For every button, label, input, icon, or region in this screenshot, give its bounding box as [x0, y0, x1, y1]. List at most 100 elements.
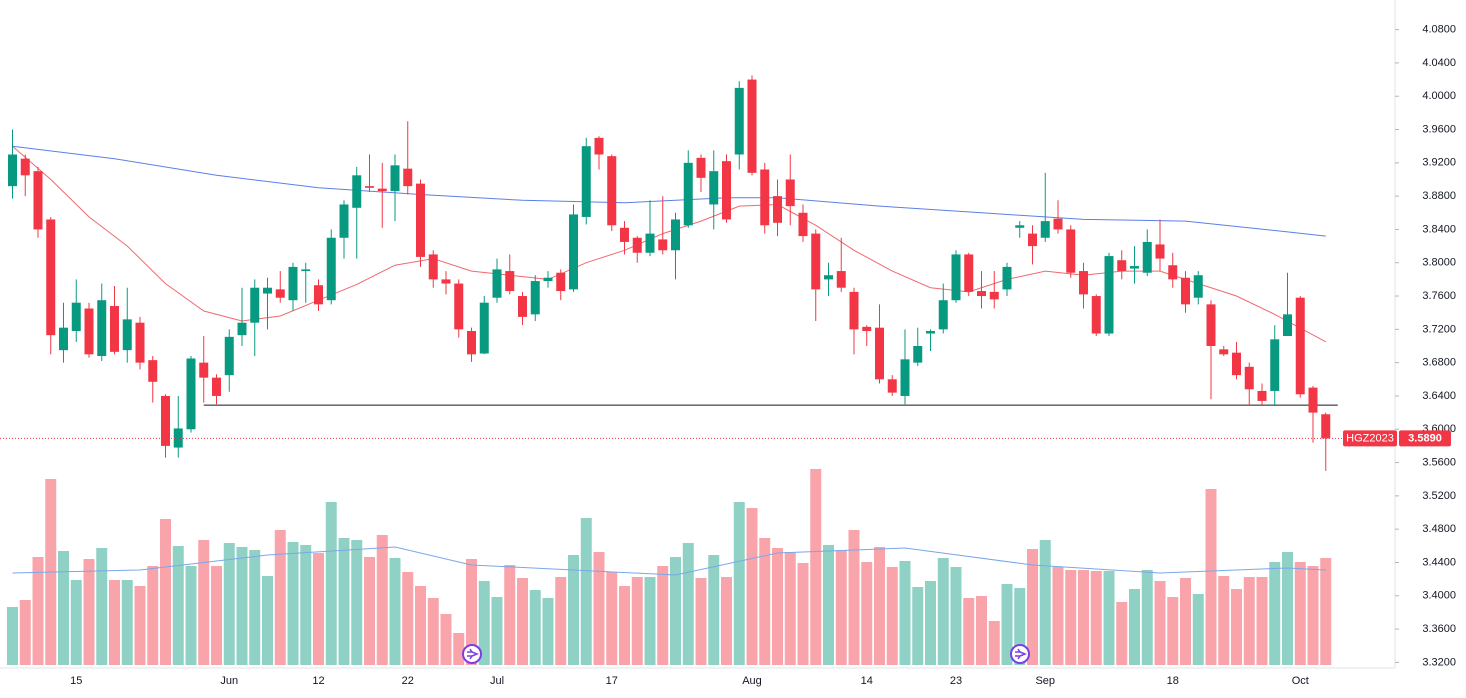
candle-body: [556, 272, 566, 292]
volume-bar: [478, 581, 490, 665]
volume-bar: [759, 538, 771, 665]
candle-body: [773, 196, 782, 223]
volume-bar: [491, 597, 503, 665]
candle-body: [645, 233, 655, 253]
volume-bar: [925, 581, 936, 665]
candle-body: [479, 302, 489, 354]
price-tag: [1399, 430, 1451, 447]
volume-bar: [937, 558, 949, 665]
candle-body: [173, 428, 183, 448]
volume-bar: [1320, 558, 1332, 665]
y-tick-label: 3.6400: [1422, 390, 1456, 402]
volume-bar: [7, 607, 18, 665]
candle-body: [403, 168, 413, 187]
candle-body: [543, 277, 553, 282]
y-tick-label: 3.8400: [1422, 223, 1456, 235]
candle-body: [1142, 241, 1152, 273]
candle-body: [250, 287, 260, 323]
volume-bar: [1052, 567, 1064, 665]
candle-body: [492, 269, 502, 298]
volume-bar: [1294, 562, 1306, 665]
y-tick-label: 3.9600: [1422, 123, 1456, 135]
volume-bar: [631, 577, 643, 665]
candle-body: [390, 165, 400, 192]
volume-bar: [466, 559, 477, 665]
volume-bar: [976, 596, 987, 665]
x-tick-label: Oct: [1292, 675, 1309, 687]
candle-body: [658, 239, 668, 251]
volume-bar: [568, 555, 579, 665]
volume-bar: [300, 545, 312, 665]
candle-body: [530, 281, 540, 315]
volume-bar: [733, 502, 745, 665]
candle-body: [301, 269, 311, 272]
x-tick-label: Sep: [1035, 675, 1055, 687]
volume-bar: [1141, 570, 1153, 665]
volume-bar: [746, 508, 758, 665]
candle-body: [747, 79, 757, 173]
candle-body: [352, 175, 362, 208]
candle-body: [722, 161, 731, 220]
volume-bar: [504, 565, 516, 665]
candle-body: [836, 271, 846, 288]
candle-body: [734, 87, 744, 155]
volume-bar: [810, 469, 822, 665]
volume-bar: [721, 577, 732, 665]
candle-body: [875, 327, 884, 380]
candle-body: [1040, 221, 1050, 238]
volume-bar: [708, 555, 720, 665]
volume-ma-line: [12, 546, 1326, 576]
volume-bar: [211, 566, 222, 665]
candle-body: [212, 377, 221, 396]
candle-body: [1002, 266, 1012, 290]
y-tick-label: 3.6800: [1422, 357, 1456, 369]
candle-body: [428, 254, 438, 280]
volume-bar: [1269, 562, 1281, 665]
x-tick-label: 22: [402, 675, 414, 687]
candle-body: [467, 331, 476, 355]
candle-body: [454, 283, 464, 330]
candle-body: [620, 227, 629, 242]
candle-body: [237, 322, 247, 336]
volume-bar: [772, 548, 783, 665]
volume-bar: [1205, 489, 1217, 665]
candle-body: [1066, 229, 1076, 273]
candle-body: [33, 171, 43, 230]
candle-body: [709, 171, 719, 205]
candle-body: [224, 336, 234, 376]
candle-body: [97, 300, 107, 356]
candle-body: [518, 296, 527, 317]
candle-body: [1257, 390, 1267, 401]
volume-bar: [835, 550, 847, 665]
candle-body: [365, 186, 374, 188]
candle-body: [1193, 275, 1203, 298]
volume-bar: [1116, 602, 1128, 665]
volume-bar: [542, 598, 554, 665]
price-tag-label: 3.5890: [1408, 432, 1442, 444]
candle-body: [1232, 352, 1241, 376]
candle-body: [811, 233, 821, 290]
y-tick-label: 3.4400: [1422, 556, 1456, 568]
candle-body: [785, 179, 795, 207]
volume-bar: [1039, 540, 1051, 665]
volume-bar: [950, 567, 962, 665]
candle-body: [581, 146, 591, 217]
volume-bar: [440, 614, 452, 665]
event-icon[interactable]: [462, 644, 482, 664]
candle-body: [326, 237, 336, 301]
volume-bar: [19, 600, 31, 665]
candle-body: [110, 306, 119, 352]
event-icon[interactable]: [1010, 644, 1030, 664]
x-tick-label: Jul: [490, 675, 504, 687]
candle-body: [594, 137, 604, 155]
volume-bar: [338, 538, 350, 665]
volume-bar: [121, 580, 133, 665]
volume-bar: [160, 519, 171, 665]
volume-bar: [874, 547, 885, 665]
volume-bar: [185, 566, 197, 665]
candle-body: [938, 300, 948, 330]
volume-bar: [823, 545, 834, 665]
candle-body: [1206, 304, 1216, 346]
volume-bar: [198, 540, 210, 665]
